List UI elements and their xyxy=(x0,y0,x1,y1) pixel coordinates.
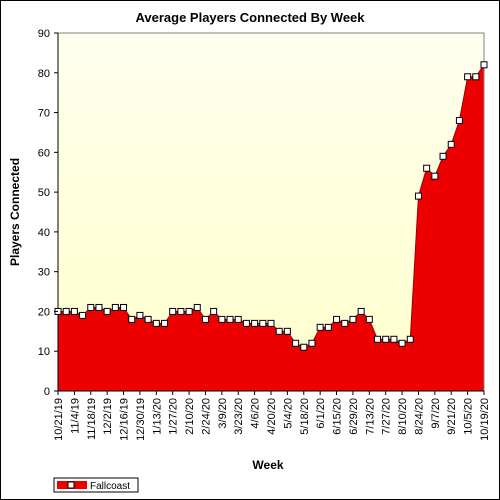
x-tick-label: 12/2/19 xyxy=(102,398,114,435)
data-point xyxy=(201,315,209,323)
data-point xyxy=(193,303,201,311)
x-tick-label: 5/18/20 xyxy=(299,398,311,435)
legend-label-fallcoast: Fallcoast xyxy=(90,481,130,492)
y-tick-label: 20 xyxy=(38,306,50,318)
x-tick-label: 1/13/20 xyxy=(151,398,163,435)
data-point xyxy=(62,307,70,315)
data-point xyxy=(390,335,398,343)
x-tick-label: 11/4/19 xyxy=(69,398,81,434)
chart-title: Average Players Connected By Week xyxy=(135,10,365,25)
data-point xyxy=(349,315,357,323)
data-point xyxy=(283,327,291,335)
x-tick-label: 5/4/20 xyxy=(282,398,294,429)
tick-label-layer: 0 10 20 30 40 50 60 70 80 90 10/21/19 11/4/19 11/18/… xyxy=(38,28,491,441)
data-point xyxy=(308,339,316,347)
x-tick-label: 11/18/19 xyxy=(86,398,98,440)
data-point xyxy=(79,311,87,319)
data-point xyxy=(324,323,332,331)
data-point xyxy=(316,323,324,331)
y-tick-label: 40 xyxy=(38,227,50,239)
data-point xyxy=(136,311,144,319)
data-point xyxy=(87,303,95,311)
x-tick-label: 3/23/20 xyxy=(233,398,245,435)
data-point xyxy=(111,303,119,311)
legend-marker xyxy=(67,481,75,489)
data-point xyxy=(95,303,103,311)
data-point xyxy=(472,73,480,81)
data-point xyxy=(300,343,308,351)
data-point xyxy=(357,307,365,315)
data-point xyxy=(234,315,242,323)
data-point xyxy=(382,335,390,343)
data-point xyxy=(259,319,267,327)
data-point xyxy=(447,140,455,148)
x-tick-label: 10/21/19 xyxy=(53,398,65,441)
data-point xyxy=(210,307,218,315)
x-tick-label: 8/24/20 xyxy=(413,398,425,435)
data-point xyxy=(374,335,381,343)
data-point xyxy=(218,315,226,323)
x-axis-title: Week xyxy=(252,458,283,472)
data-point xyxy=(103,307,111,315)
x-tick-label: 10/19/20 xyxy=(479,398,491,441)
data-point xyxy=(242,319,250,327)
x-tick-label: 7/27/20 xyxy=(381,398,393,435)
data-point xyxy=(169,307,177,315)
data-point xyxy=(365,315,373,323)
y-axis-title: Players Connected xyxy=(8,158,22,266)
y-tick-label: 60 xyxy=(38,147,50,159)
x-tick-label: 9/21/20 xyxy=(446,398,458,435)
data-point xyxy=(480,61,488,69)
data-point xyxy=(333,315,341,323)
x-tick-label: 7/13/20 xyxy=(364,398,376,435)
data-point xyxy=(431,172,439,180)
x-tick-label: 2/10/20 xyxy=(184,398,196,435)
data-point xyxy=(341,319,349,327)
data-point xyxy=(144,315,152,323)
data-point xyxy=(128,315,136,323)
x-tick-label: 4/6/20 xyxy=(250,398,262,429)
data-point xyxy=(398,339,406,347)
data-point xyxy=(70,307,78,315)
data-point xyxy=(161,319,168,327)
data-point xyxy=(177,307,185,315)
data-point xyxy=(406,335,414,343)
data-point xyxy=(292,339,300,347)
x-tick-label: 2/24/20 xyxy=(200,398,212,435)
legend: Fallcoast xyxy=(53,477,139,493)
x-tick-label: 4/20/20 xyxy=(266,398,278,435)
data-point xyxy=(414,192,422,200)
data-point xyxy=(226,315,234,323)
data-point xyxy=(152,319,160,327)
y-tick-label: 10 xyxy=(38,346,50,358)
x-tick-label: 6/15/20 xyxy=(332,398,344,435)
x-tick-label: 10/5/20 xyxy=(463,398,475,435)
y-tick-label: 0 xyxy=(44,386,50,398)
data-point xyxy=(120,303,128,311)
x-tick-label: 9/7/20 xyxy=(430,398,442,429)
y-tick-label: 50 xyxy=(38,187,50,199)
data-point xyxy=(275,327,283,335)
x-tick-label: 12/16/19 xyxy=(119,398,131,441)
data-point xyxy=(423,164,431,172)
y-tick-label: 70 xyxy=(38,108,50,120)
data-point xyxy=(455,117,463,125)
y-tick-label: 30 xyxy=(38,267,50,279)
x-tick-label: 8/10/20 xyxy=(397,398,409,435)
x-tick-label: 6/29/20 xyxy=(348,398,360,435)
x-tick-label: 1/27/20 xyxy=(168,398,180,435)
data-point xyxy=(251,319,259,327)
data-point xyxy=(267,319,275,327)
data-point xyxy=(439,152,447,160)
x-tick-label: 3/9/20 xyxy=(217,398,229,429)
data-point xyxy=(185,307,193,315)
y-tick-label: 90 xyxy=(38,28,50,40)
y-tick-label: 80 xyxy=(38,68,50,80)
x-tick-label: 6/1/20 xyxy=(315,398,327,429)
data-point xyxy=(464,73,472,81)
x-tick-label: 12/30/19 xyxy=(135,398,147,441)
